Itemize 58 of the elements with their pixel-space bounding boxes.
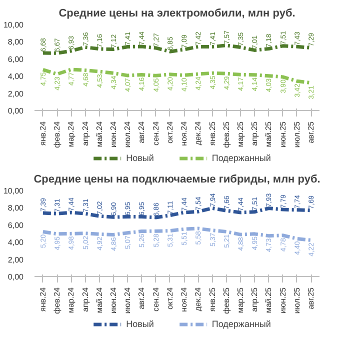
x-tick-label: фев.24 bbox=[52, 120, 62, 148]
legend-label: Подержанный bbox=[212, 319, 271, 329]
x-tick-label: авг.24 bbox=[137, 286, 146, 310]
y-tick-label: 8,00 bbox=[8, 38, 24, 47]
x-tick-label: фев.24 bbox=[52, 286, 62, 314]
x-tick-label: янв.24 bbox=[38, 286, 48, 312]
x-tick-label: окт.24 bbox=[165, 286, 174, 310]
x-tick-label: фев.25 bbox=[222, 286, 231, 314]
x-tick-label: янв.25 bbox=[208, 120, 217, 146]
x-tick-label: авг.25 bbox=[306, 120, 316, 144]
x-tick-label: май.25 bbox=[264, 286, 274, 314]
y-tick-label: 2,00 bbox=[8, 89, 24, 98]
y-tick-label: 8,00 bbox=[8, 204, 24, 213]
x-tick-label: янв.24 bbox=[38, 120, 48, 146]
legend-label: Новый bbox=[126, 153, 154, 163]
x-tick-label: мар.25 bbox=[236, 286, 245, 314]
x-tick-label: дек.24 bbox=[194, 286, 203, 312]
x-tick-label: апр.25 bbox=[250, 120, 260, 146]
x-tick-label: ноя.24 bbox=[180, 286, 189, 312]
x-tick-label: апр.24 bbox=[80, 120, 90, 146]
x-tick-label: фев.25 bbox=[222, 120, 231, 148]
x-tick-label: июн.24 bbox=[109, 286, 118, 314]
y-tick-label: 6,00 bbox=[8, 54, 24, 64]
x-tick-label: апр.25 bbox=[250, 286, 260, 312]
x-tick-label: июл.25 bbox=[292, 120, 302, 148]
chart-title: Средние цены на электромобили, млн руб. bbox=[58, 8, 296, 20]
x-tick-label: мар.24 bbox=[66, 286, 76, 314]
x-tick-label: сен.24 bbox=[151, 286, 160, 312]
y-tick-label: 10,00 bbox=[3, 186, 24, 196]
x-tick-label: мар.24 bbox=[66, 120, 76, 148]
y-tick-label: 2,00 bbox=[8, 255, 24, 264]
x-tick-label: мар.25 bbox=[236, 120, 245, 148]
y-tick-label: 10,00 bbox=[3, 20, 24, 30]
chart-title: Средние цены на подключаемые гибриды, млн руб. bbox=[34, 174, 320, 186]
x-tick-label: июн.24 bbox=[109, 120, 118, 148]
x-tick-label: июн.25 bbox=[278, 286, 288, 314]
y-tick-label: 6,00 bbox=[8, 220, 24, 230]
x-tick-label: июл.24 bbox=[123, 286, 132, 314]
x-tick-label: июл.25 bbox=[292, 286, 302, 314]
x-tick-label: авг.24 bbox=[137, 120, 146, 144]
x-tick-label: дек.24 bbox=[194, 120, 203, 146]
y-tick-label: 0,00 bbox=[8, 272, 24, 282]
x-tick-label: май.25 bbox=[264, 120, 274, 148]
y-tick-label: 4,00 bbox=[8, 72, 24, 82]
x-tick-label: сен.24 bbox=[151, 120, 160, 146]
legend-label: Подержанный bbox=[212, 153, 271, 163]
x-tick-label: окт.24 bbox=[165, 120, 174, 144]
x-tick-label: июл.24 bbox=[123, 120, 132, 148]
x-tick-label: апр.24 bbox=[80, 286, 90, 312]
y-tick-label: 0,00 bbox=[8, 106, 24, 116]
x-tick-label: июн.25 bbox=[278, 120, 288, 148]
legend-label: Новый bbox=[126, 319, 154, 329]
x-tick-label: авг.25 bbox=[306, 286, 316, 310]
x-tick-label: янв.25 bbox=[208, 286, 217, 312]
y-tick-label: 4,00 bbox=[8, 238, 24, 248]
x-tick-label: ноя.24 bbox=[180, 120, 189, 146]
x-tick-label: май.24 bbox=[94, 120, 104, 148]
x-tick-label: май.24 bbox=[94, 286, 104, 314]
